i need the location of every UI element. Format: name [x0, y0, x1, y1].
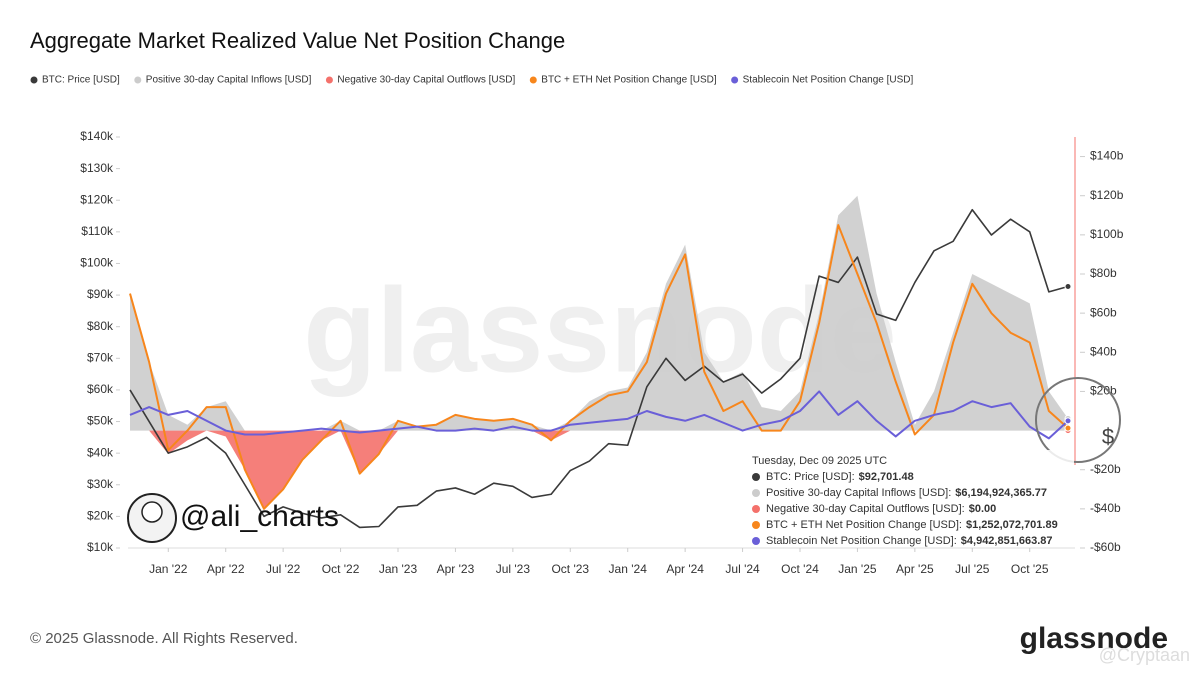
- tooltip-name: BTC: Price [USD]: $92,701.48: [766, 471, 914, 483]
- legend-label: Positive 30-day Capital Inflows [USD]: [146, 75, 312, 86]
- brand-logo: glassnode: [1020, 622, 1168, 655]
- tooltip-series-name: BTC: Price [USD]: [766, 471, 852, 483]
- x-tick-label: Apr '25: [896, 562, 934, 576]
- legend-swatch: [30, 76, 38, 84]
- highlight-circle: [1035, 377, 1121, 463]
- x-tick-label: Jan '25: [838, 562, 877, 576]
- area: [130, 430, 1068, 509]
- y-tick-label: $50k: [87, 414, 114, 428]
- x-tick-label: Jul '25: [955, 562, 990, 576]
- x-tick-label: Jul '22: [266, 562, 301, 576]
- brand-watermark: glassnode: [303, 264, 897, 398]
- tooltip-value: $4,942,851,663.87: [961, 535, 1053, 547]
- tooltip-name: Stablecoin Net Position Change [USD]: $4,…: [766, 535, 1053, 547]
- y-tick-label: $70k: [87, 350, 114, 364]
- y2-tick-label: $40b: [1090, 344, 1117, 358]
- x-tick-label: Jan '23: [379, 562, 418, 576]
- tooltip-separator: :: [954, 535, 957, 547]
- legend-swatch: [529, 76, 537, 84]
- line: [129, 208, 1069, 529]
- hover-marker: [1064, 424, 1072, 432]
- tooltip-swatch: [752, 489, 760, 497]
- tooltip-swatch: [752, 473, 760, 481]
- y2-tick-label: $60b: [1090, 305, 1117, 319]
- x-tick-label: Oct '25: [1011, 562, 1049, 576]
- tooltip-separator: :: [948, 487, 951, 499]
- y-tick-label: $80k: [87, 319, 114, 333]
- tooltip-separator: :: [959, 519, 962, 531]
- y2-tick-label: $140b: [1090, 149, 1124, 163]
- tooltip-name: Negative 30-day Capital Outflows [USD]: $…: [766, 503, 996, 515]
- y-tick-label: $10k: [87, 540, 114, 554]
- x-tick-label: Apr '22: [207, 562, 245, 576]
- tooltip-value: $1,252,072,701.89: [966, 519, 1058, 531]
- tooltip-value: $0.00: [969, 503, 997, 515]
- tooltip-swatch: [752, 505, 760, 513]
- legend-label: BTC: Price [USD]: [42, 75, 120, 86]
- tooltip: Tuesday, Dec 09 2025 UTC BTC: Price [USD]…: [744, 450, 1074, 547]
- tooltip-name: Positive 30-day Capital Inflows [USD]: $6…: [766, 487, 1047, 499]
- x-tick-label: Apr '23: [437, 562, 475, 576]
- x-tick-label: Jul '24: [725, 562, 760, 576]
- tooltip-series-name: Positive 30-day Capital Inflows [USD]: [766, 487, 948, 499]
- tooltip-name: BTC + ETH Net Position Change [USD]: $1,2…: [766, 519, 1058, 531]
- credit-watermark: @Cryptaan: [1099, 645, 1190, 665]
- y-tick-label: $110k: [81, 224, 114, 238]
- y-tick-label: $60k: [87, 382, 114, 396]
- x-tick-label: Jul '23: [496, 562, 531, 576]
- tooltip-box: [744, 450, 1074, 545]
- tooltip-series-name: Negative 30-day Capital Outflows [USD]: [766, 503, 962, 515]
- x-tick-label: Apr '24: [666, 562, 704, 576]
- currency-icon: $: [1102, 424, 1114, 449]
- tooltip-separator: :: [962, 503, 965, 515]
- y-tick-label: $30k: [87, 477, 114, 491]
- y-tick-label: $90k: [87, 287, 114, 301]
- line: [129, 224, 1069, 510]
- x-tick-label: Oct '22: [322, 562, 360, 576]
- x-tick-label: Oct '23: [551, 562, 589, 576]
- legend: BTC: Price [USD] Positive 30-day Capital …: [30, 75, 914, 86]
- legend-swatch: [325, 76, 333, 84]
- tooltip-date: Tuesday, Dec 09 2025 UTC: [752, 455, 887, 467]
- x-tick-label: Jan '24: [609, 562, 648, 576]
- y2-tick-label: -$40b: [1090, 501, 1121, 515]
- author-badge: @ali_charts: [127, 493, 339, 543]
- legend-label: Stablecoin Net Position Change [USD]: [743, 75, 914, 86]
- avatar-face: [141, 501, 163, 523]
- legend-label: BTC + ETH Net Position Change [USD]: [541, 75, 717, 86]
- x-tick-label: Oct '24: [781, 562, 819, 576]
- tooltip-value: $92,701.48: [859, 471, 914, 483]
- y-tick-label: $130k: [80, 161, 114, 175]
- y-tick-label: $40k: [87, 445, 114, 459]
- tooltip-series-name: Stablecoin Net Position Change [USD]: [766, 535, 954, 547]
- y-tick-label: $20k: [87, 509, 114, 523]
- x-tick-label: Jan '22: [149, 562, 188, 576]
- legend-label: Negative 30-day Capital Outflows [USD]: [337, 75, 515, 86]
- y2-tick-label: -$20b: [1090, 462, 1121, 476]
- y-tick-label: $120k: [80, 192, 114, 206]
- footer: © 2025 Glassnode. All Rights Reserved.: [30, 630, 298, 647]
- y-tick-label: $100k: [80, 256, 114, 270]
- hover-marker: [1064, 417, 1072, 425]
- hover-marker: [1064, 283, 1072, 291]
- tooltip-swatch: [752, 521, 760, 529]
- legend-swatch: [134, 76, 142, 84]
- chart-title: Aggregate Market Realized Value Net Posi…: [30, 28, 565, 53]
- tooltip-swatch: [752, 537, 760, 545]
- y2-tick-label: $120b: [1090, 188, 1124, 202]
- author-handle: @ali_charts: [180, 500, 339, 533]
- plot-area: $10k $20k $30k $40k $50k $60k $70k $80k $90k $100…: [80, 129, 1123, 576]
- y-tick-label: $140k: [80, 129, 114, 143]
- tooltip-separator: :: [852, 471, 855, 483]
- legend-swatch: [731, 76, 739, 84]
- line: [129, 390, 1069, 440]
- y2-tick-label: -$60b: [1090, 540, 1121, 554]
- y2-tick-label: $80b: [1090, 266, 1117, 280]
- tooltip-value: $6,194,924,365.77: [955, 487, 1047, 499]
- y2-tick-label: $100b: [1090, 227, 1124, 241]
- tooltip-series-name: BTC + ETH Net Position Change [USD]: [766, 519, 959, 531]
